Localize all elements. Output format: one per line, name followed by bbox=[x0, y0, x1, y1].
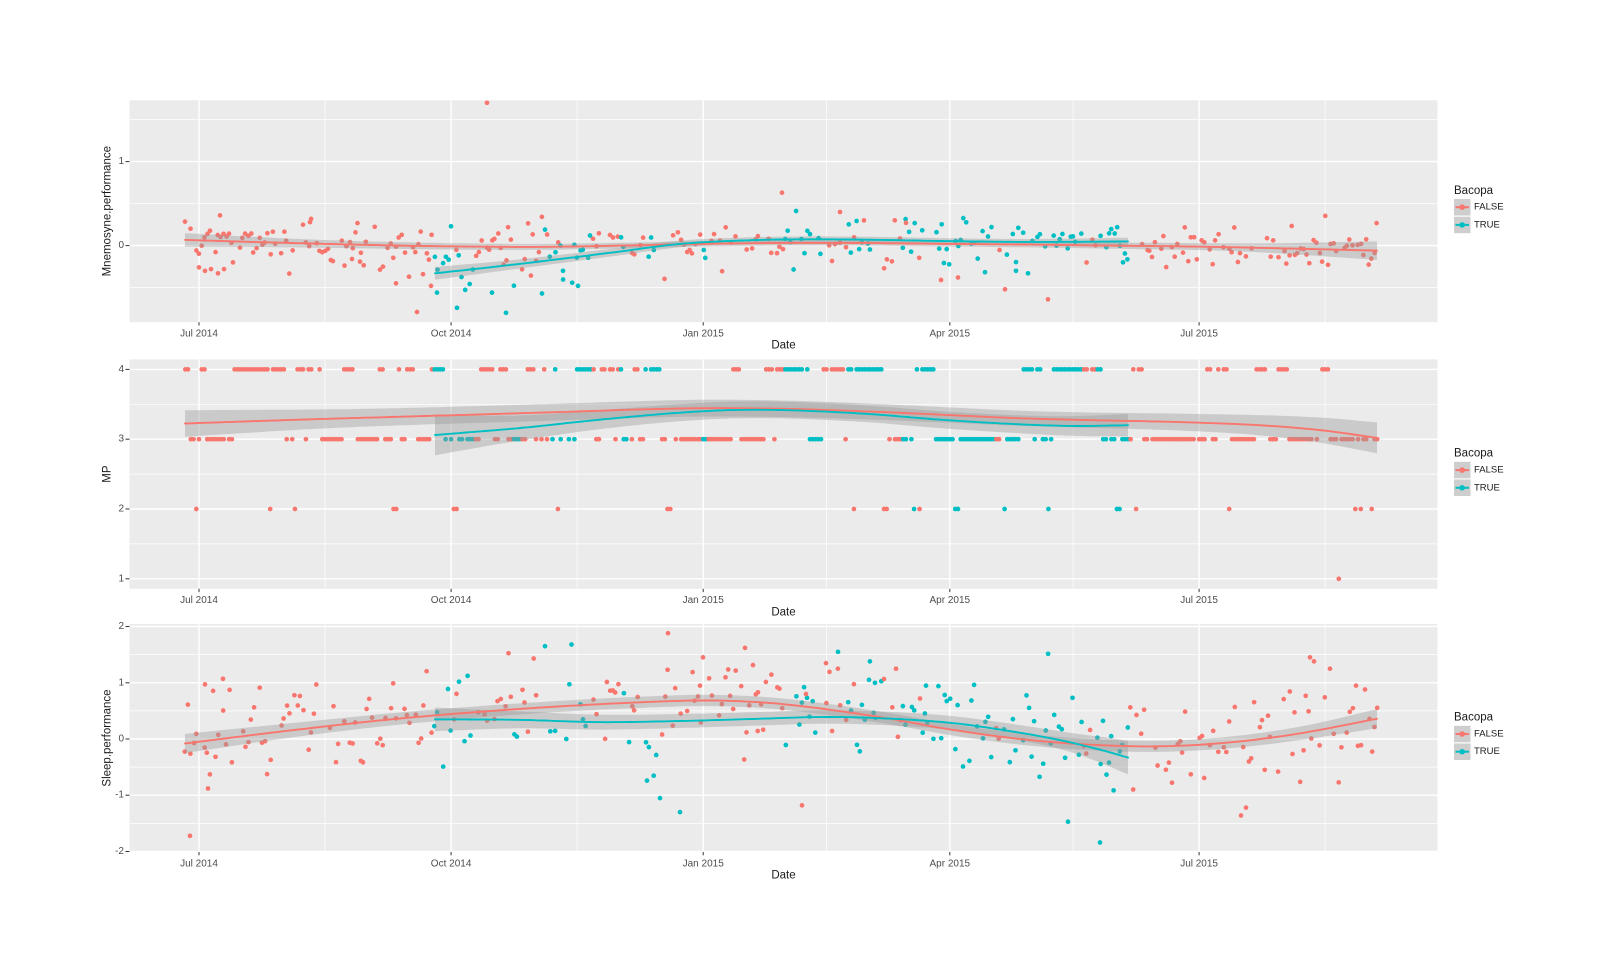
svg-text:MP: MP bbox=[102, 465, 114, 483]
svg-text:Mnemosyne.performance: Mnemosyne.performance bbox=[102, 146, 114, 276]
svg-text:Jul 2015: Jul 2015 bbox=[1180, 858, 1218, 869]
svg-text:Oct 2014: Oct 2014 bbox=[431, 329, 472, 340]
svg-text:0: 0 bbox=[118, 734, 124, 745]
svg-text:0: 0 bbox=[118, 240, 124, 251]
svg-text:FALSE: FALSE bbox=[1474, 202, 1504, 213]
svg-text:Jul 2015: Jul 2015 bbox=[1180, 595, 1218, 606]
svg-text:Bacopa: Bacopa bbox=[1454, 448, 1494, 460]
svg-text:Jul 2014: Jul 2014 bbox=[180, 858, 218, 869]
svg-text:-2: -2 bbox=[115, 846, 124, 857]
svg-text:Sleep.performance: Sleep.performance bbox=[102, 689, 114, 786]
svg-text:Jan 2015: Jan 2015 bbox=[683, 858, 725, 869]
svg-text:3: 3 bbox=[118, 434, 124, 445]
svg-text:1: 1 bbox=[118, 677, 124, 688]
svg-text:4: 4 bbox=[118, 364, 124, 375]
svg-text:Date: Date bbox=[771, 606, 795, 618]
svg-text:TRUE: TRUE bbox=[1474, 482, 1500, 493]
svg-text:1: 1 bbox=[118, 573, 124, 584]
svg-text:FALSE: FALSE bbox=[1474, 465, 1504, 476]
svg-text:Bacopa: Bacopa bbox=[1454, 712, 1494, 724]
svg-text:Jul 2015: Jul 2015 bbox=[1180, 329, 1218, 340]
svg-text:TRUE: TRUE bbox=[1474, 219, 1500, 230]
svg-text:Apr 2015: Apr 2015 bbox=[930, 329, 971, 340]
svg-text:Oct 2014: Oct 2014 bbox=[431, 595, 472, 606]
svg-text:2: 2 bbox=[118, 621, 124, 632]
svg-text:Date: Date bbox=[771, 870, 795, 882]
svg-text:TRUE: TRUE bbox=[1474, 746, 1500, 757]
svg-text:Date: Date bbox=[771, 340, 795, 352]
svg-text:Jan 2015: Jan 2015 bbox=[683, 329, 725, 340]
svg-text:Bacopa: Bacopa bbox=[1454, 185, 1494, 197]
svg-text:Oct 2014: Oct 2014 bbox=[431, 858, 472, 869]
svg-text:Jul 2014: Jul 2014 bbox=[180, 595, 218, 606]
svg-text:Apr 2015: Apr 2015 bbox=[930, 595, 971, 606]
svg-text:FALSE: FALSE bbox=[1474, 729, 1504, 740]
svg-text:1: 1 bbox=[118, 156, 124, 167]
svg-text:Jul 2014: Jul 2014 bbox=[180, 329, 218, 340]
svg-text:-1: -1 bbox=[115, 790, 124, 801]
svg-text:Jan 2015: Jan 2015 bbox=[683, 595, 725, 606]
svg-text:Apr 2015: Apr 2015 bbox=[930, 858, 971, 869]
svg-text:2: 2 bbox=[118, 504, 124, 515]
